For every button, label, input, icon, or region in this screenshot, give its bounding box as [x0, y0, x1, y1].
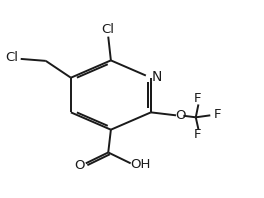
Text: OH: OH	[130, 158, 151, 171]
Text: O: O	[176, 109, 186, 122]
Text: Cl: Cl	[102, 23, 115, 36]
Text: F: F	[193, 92, 201, 105]
Text: F: F	[193, 128, 201, 141]
Text: O: O	[75, 159, 85, 172]
Text: N: N	[152, 70, 162, 84]
Text: Cl: Cl	[5, 51, 18, 64]
Text: F: F	[214, 108, 221, 121]
